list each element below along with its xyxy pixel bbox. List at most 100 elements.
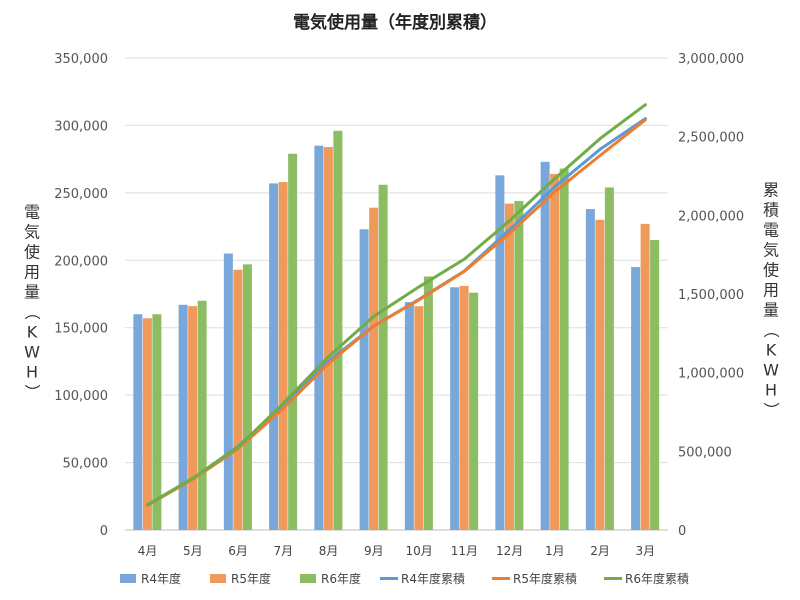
bar: [631, 267, 641, 530]
bar: [133, 314, 143, 530]
bar: [495, 175, 505, 530]
x-tick-label: 9月: [364, 544, 384, 558]
axis-title-char: （: [762, 322, 781, 338]
x-tick-label: 10月: [405, 544, 432, 558]
bar: [278, 182, 288, 530]
bar: [188, 306, 198, 530]
axis-title-char: 累: [763, 181, 779, 200]
x-tick-label: 5月: [183, 544, 203, 558]
axis-title-char: 電: [763, 221, 779, 240]
y2-tick-label: 2,500,000: [678, 131, 744, 146]
series-line: [146, 103, 647, 507]
bar: [404, 302, 414, 530]
x-tick-label: 3月: [636, 544, 656, 558]
axis-title-char: H: [765, 381, 777, 400]
bar: [288, 153, 298, 530]
x-tick-label: 8月: [319, 544, 339, 558]
bar: [197, 300, 207, 530]
y-tick-label: 200,000: [54, 254, 108, 269]
bar: [504, 203, 514, 530]
bar: [359, 229, 369, 531]
bar: [550, 173, 560, 530]
bar: [540, 161, 550, 530]
y-tick-label: 0: [100, 524, 108, 539]
legend-swatch: [300, 574, 316, 583]
y2-axis-ticks: 0 500,000 1,000,000 1,500,000 2,000,000 2,500…: [678, 52, 744, 539]
axis-title-char: ）: [762, 402, 781, 418]
bar: [423, 276, 433, 530]
y2-tick-label: 2,000,000: [678, 209, 744, 224]
legend-label: R6年度累積: [625, 571, 689, 586]
axis-title-char: W: [24, 343, 40, 362]
y2-tick-label: 500,000: [678, 445, 732, 460]
y2-tick-label: 1,000,000: [678, 367, 744, 382]
y-axis-title: 電気使用量 （ KWH ）: [23, 203, 42, 401]
axis-title-char: H: [26, 363, 38, 382]
y2-tick-label: 0: [678, 524, 686, 539]
bar: [640, 223, 650, 531]
bar: [178, 304, 188, 530]
axis-title-char: 量: [24, 283, 40, 302]
bar: [450, 287, 460, 530]
x-tick-label: 4月: [138, 544, 158, 558]
legend: R4年度 R5年度 R6年度 R4年度累積 R5年度累積 R6年度累積: [120, 571, 689, 586]
chart-title: 電気使用量（年度別累積）: [293, 12, 497, 33]
bar: [459, 285, 469, 530]
x-tick-label: 7月: [274, 544, 294, 558]
legend-swatch: [210, 574, 226, 583]
bar: [595, 219, 605, 531]
axis-title-char: 気: [24, 223, 40, 242]
bar: [142, 318, 152, 530]
bar: [369, 207, 379, 531]
x-tick-label: 6月: [228, 544, 248, 558]
bar: [585, 209, 595, 531]
axis-title-char: ）: [23, 384, 42, 400]
axis-title-char: K: [27, 323, 38, 342]
axis-title-char: 量: [763, 301, 779, 320]
bar: [242, 264, 252, 530]
y2-tick-label: 3,000,000: [678, 52, 744, 67]
axis-title-char: W: [763, 361, 779, 380]
legend-label: R5年度累積: [513, 571, 577, 586]
y-tick-label: 300,000: [54, 119, 108, 134]
legend-label: R6年度: [321, 571, 361, 586]
legend-label: R5年度: [231, 571, 271, 586]
axis-title-char: 積: [763, 201, 779, 220]
legend-label: R4年度: [141, 571, 181, 586]
x-tick-label: 12月: [496, 544, 523, 558]
bar: [514, 200, 524, 530]
bar: [559, 168, 569, 530]
legend-label: R4年度累積: [401, 571, 465, 586]
bar: [414, 306, 424, 530]
bar: [152, 314, 162, 530]
series-line: [146, 118, 647, 507]
legend-swatch: [120, 574, 136, 583]
bar: [233, 269, 243, 530]
bar: [469, 292, 479, 530]
axis-title-char: 用: [763, 281, 779, 300]
axis-title-char: （: [23, 304, 42, 320]
y2-tick-label: 1,500,000: [678, 288, 744, 303]
bars: [133, 130, 660, 531]
y-axis-ticks: 0 50,000 100,000 150,000 200,000 250,000 300,0…: [54, 52, 108, 539]
y-tick-label: 250,000: [54, 187, 108, 202]
x-axis-ticks: 4月 5月 6月 7月 8月 9月 10月 11月 12月 1月 2月 3月: [138, 544, 655, 558]
x-tick-label: 2月: [590, 544, 610, 558]
bar: [378, 184, 388, 530]
x-tick-label: 11月: [451, 544, 478, 558]
y-tick-label: 100,000: [54, 389, 108, 404]
bar: [314, 145, 324, 530]
bar: [604, 187, 614, 530]
y-axis-title-text: 電気使用量 （ KWH ）: [23, 203, 42, 401]
axis-title-char: 電: [24, 203, 40, 222]
bar: [223, 253, 233, 531]
lines: [146, 103, 647, 507]
y-tick-label: 150,000: [54, 322, 108, 337]
bar: [323, 147, 333, 530]
axis-title-char: 気: [763, 241, 779, 260]
bar: [333, 130, 343, 530]
axis-title-char: 使: [24, 243, 40, 262]
axis-title-char: 使: [763, 261, 779, 280]
